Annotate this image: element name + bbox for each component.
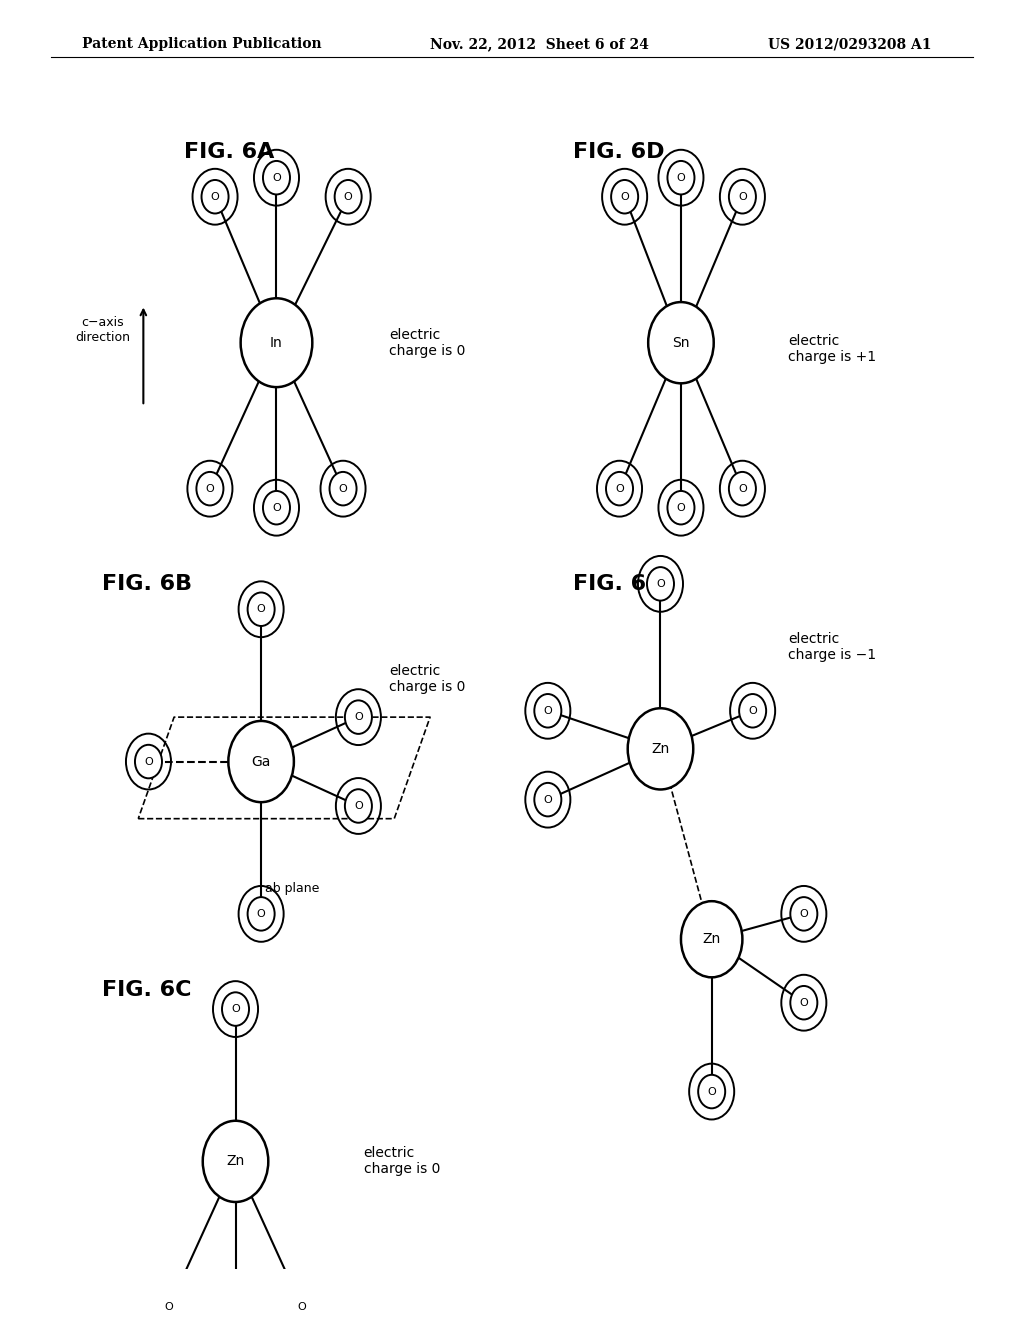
Text: Zn: Zn: [651, 742, 670, 756]
Text: O: O: [708, 1086, 716, 1097]
Text: FIG. 6B: FIG. 6B: [102, 574, 193, 594]
Text: O: O: [544, 795, 552, 805]
Text: O: O: [272, 503, 281, 512]
Circle shape: [222, 993, 249, 1026]
Text: O: O: [677, 173, 685, 182]
Circle shape: [345, 701, 372, 734]
Circle shape: [681, 902, 742, 977]
Circle shape: [241, 298, 312, 387]
Circle shape: [263, 491, 290, 524]
Circle shape: [135, 744, 162, 779]
Circle shape: [248, 593, 274, 626]
Circle shape: [729, 180, 756, 214]
Text: O: O: [211, 191, 219, 202]
Text: O: O: [544, 706, 552, 715]
Circle shape: [203, 1121, 268, 1203]
Circle shape: [729, 473, 756, 506]
Text: O: O: [749, 706, 757, 715]
Text: O: O: [257, 605, 265, 614]
Text: Zn: Zn: [226, 1155, 245, 1168]
Text: electric
charge is 0: electric charge is 0: [389, 327, 466, 358]
Text: O: O: [354, 801, 362, 810]
Text: O: O: [165, 1303, 173, 1312]
Circle shape: [263, 161, 290, 194]
Text: O: O: [298, 1303, 306, 1312]
Text: O: O: [615, 483, 624, 494]
Text: electric
charge is −1: electric charge is −1: [788, 632, 877, 663]
Text: Zn: Zn: [702, 932, 721, 946]
Text: ab plane: ab plane: [264, 882, 319, 895]
Circle shape: [611, 180, 638, 214]
Circle shape: [628, 709, 693, 789]
Circle shape: [647, 568, 674, 601]
Text: O: O: [272, 173, 281, 182]
Text: O: O: [800, 998, 808, 1007]
Circle shape: [248, 898, 274, 931]
Text: FIG. 6E: FIG. 6E: [573, 574, 662, 594]
Text: Patent Application Publication: Patent Application Publication: [82, 37, 322, 51]
Circle shape: [330, 473, 356, 506]
Text: O: O: [206, 483, 214, 494]
Text: O: O: [339, 483, 347, 494]
Text: O: O: [144, 756, 153, 767]
Text: In: In: [270, 335, 283, 350]
Text: FIG. 6D: FIG. 6D: [573, 143, 665, 162]
Circle shape: [606, 473, 633, 506]
Text: electric
charge is +1: electric charge is +1: [788, 334, 877, 364]
Text: O: O: [738, 483, 746, 494]
Text: Ga: Ga: [252, 755, 270, 768]
Circle shape: [222, 1309, 249, 1320]
Text: O: O: [257, 909, 265, 919]
Text: O: O: [656, 579, 665, 589]
Text: Nov. 22, 2012  Sheet 6 of 24: Nov. 22, 2012 Sheet 6 of 24: [430, 37, 649, 51]
Text: O: O: [231, 1005, 240, 1014]
Text: O: O: [354, 711, 362, 722]
Circle shape: [668, 491, 694, 524]
Circle shape: [535, 783, 561, 816]
Circle shape: [289, 1291, 315, 1320]
Circle shape: [791, 986, 817, 1019]
Circle shape: [698, 1074, 725, 1109]
Circle shape: [156, 1291, 182, 1320]
Circle shape: [668, 161, 694, 194]
Circle shape: [197, 473, 223, 506]
Circle shape: [791, 898, 817, 931]
Circle shape: [228, 721, 294, 803]
Text: O: O: [677, 503, 685, 512]
Text: electric
charge is 0: electric charge is 0: [364, 1146, 440, 1176]
Circle shape: [739, 694, 766, 727]
Text: electric
charge is 0: electric charge is 0: [389, 664, 466, 694]
Text: O: O: [738, 191, 746, 202]
Text: FIG. 6A: FIG. 6A: [184, 143, 274, 162]
Text: c−axis
direction: c−axis direction: [75, 315, 130, 345]
Circle shape: [648, 302, 714, 383]
Text: US 2012/0293208 A1: US 2012/0293208 A1: [768, 37, 932, 51]
Text: O: O: [621, 191, 629, 202]
Circle shape: [335, 180, 361, 214]
Circle shape: [535, 694, 561, 727]
Text: Sn: Sn: [672, 335, 690, 350]
Text: O: O: [800, 909, 808, 919]
Text: FIG. 6C: FIG. 6C: [102, 979, 191, 1001]
Text: O: O: [344, 191, 352, 202]
Circle shape: [345, 789, 372, 822]
Circle shape: [202, 180, 228, 214]
